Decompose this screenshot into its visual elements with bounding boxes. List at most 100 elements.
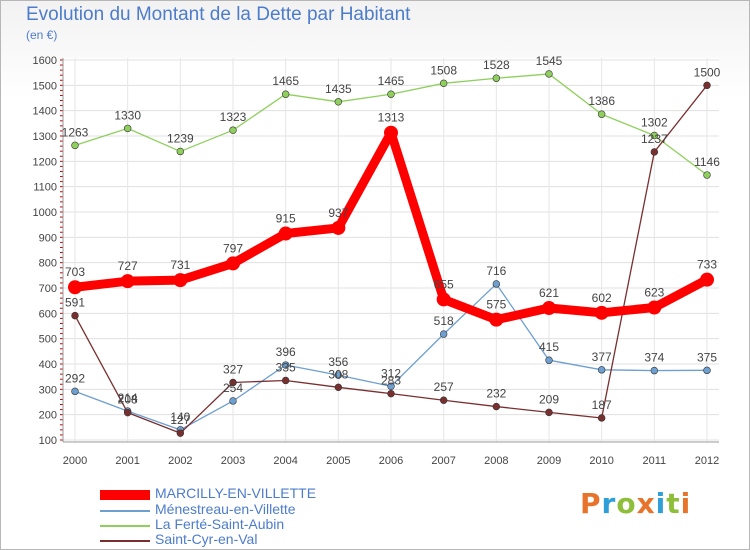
- logo-letter: i: [680, 487, 692, 520]
- series-point-2: [650, 131, 659, 140]
- series-point-3: [387, 389, 395, 398]
- x-tick-label: 2000: [63, 455, 87, 467]
- series-point-2: [387, 90, 395, 98]
- data-label-0: 731: [170, 258, 190, 272]
- legend-swatch-menestreau: [100, 510, 150, 512]
- data-label-1: 254: [223, 381, 243, 395]
- data-label-3: 187: [592, 398, 612, 412]
- data-label-3: 209: [539, 392, 559, 406]
- data-label-0: 623: [644, 286, 664, 300]
- logo-letter: x: [636, 487, 656, 520]
- y-tick-label: 1200: [33, 156, 57, 168]
- legend-swatch-saint-cyr: [100, 540, 150, 542]
- series-point-2: [439, 79, 448, 88]
- series-point-1: [703, 366, 711, 375]
- series-point-0: [436, 292, 451, 307]
- series-point-3: [492, 402, 501, 411]
- data-label-1: 375: [697, 350, 717, 364]
- x-tick-label: 2002: [168, 455, 192, 467]
- data-label-1: 214: [118, 391, 138, 405]
- data-label-1: 396: [276, 345, 296, 359]
- data-label-2: 1435: [325, 82, 352, 96]
- data-label-1: 518: [434, 314, 454, 328]
- series-point-2: [176, 147, 185, 156]
- data-label-2: 1330: [114, 108, 141, 122]
- series-point-2: [545, 70, 553, 78]
- legend-swatch-ferte: [100, 525, 150, 527]
- data-label-0: 655: [434, 277, 454, 291]
- series-point-0: [384, 125, 398, 140]
- line-chart: 100 200 300 400 500 600 700 800 900 1000 1100 1200 1…: [33, 54, 721, 467]
- data-label-1: 140: [170, 410, 190, 424]
- y-tick-label: 1600: [33, 55, 57, 67]
- data-label-2: 1545: [536, 54, 563, 68]
- series-point-0: [594, 305, 609, 320]
- logo-letter: t: [666, 487, 681, 520]
- x-tick-label: 2012: [695, 455, 719, 467]
- series-point-3: [176, 429, 185, 437]
- series-point-2: [597, 110, 606, 118]
- series-point-0: [331, 220, 346, 235]
- series-point-3: [650, 148, 659, 156]
- legend-swatch-marcilly: [100, 490, 150, 500]
- x-tick-label: 2004: [273, 455, 297, 467]
- y-tick-label: 1400: [33, 106, 57, 118]
- y-tick-label: 900: [39, 232, 57, 244]
- series-point-1: [334, 371, 343, 379]
- series-point-0: [542, 301, 556, 316]
- x-tick-label: 2009: [537, 455, 561, 467]
- series-point-0: [173, 273, 188, 288]
- proxiti-logo: Proxiti: [580, 487, 691, 520]
- chart-subtitle: (en €): [26, 28, 58, 42]
- data-label-3: 1237: [641, 132, 668, 146]
- data-label-3: 327: [223, 362, 243, 376]
- data-label-3: 127: [170, 413, 190, 427]
- x-tick-label: 2001: [115, 455, 139, 467]
- series-point-0: [68, 280, 82, 295]
- logo-letter: i: [655, 487, 667, 520]
- logo-letter: o: [616, 487, 637, 520]
- data-label-0: 727: [118, 259, 138, 273]
- series-point-1: [597, 366, 606, 374]
- x-tick-label: 2003: [221, 455, 245, 467]
- data-label-1: 356: [328, 355, 348, 369]
- data-label-0: 621: [539, 286, 559, 300]
- data-label-3: 591: [65, 296, 85, 310]
- series-point-2: [334, 98, 343, 106]
- data-label-1: 374: [644, 351, 664, 365]
- series-point-0: [647, 300, 662, 315]
- x-tick-label: 2010: [589, 455, 613, 467]
- legend-label-saint-cyr: Saint-Cyr-en-Val: [155, 531, 258, 547]
- data-label-0: 915: [276, 212, 296, 226]
- series-point-2: [703, 171, 711, 179]
- data-label-0: 937: [328, 206, 348, 220]
- series-point-3: [281, 376, 290, 385]
- logo-letter: P: [580, 487, 602, 520]
- series-point-3: [545, 408, 553, 417]
- legend-label-menestreau: Ménestreau-en-Villette: [155, 501, 296, 517]
- series-point-3: [71, 311, 79, 320]
- data-label-3: 335: [276, 360, 296, 374]
- data-label-0: 1313: [378, 111, 405, 125]
- x-tick-label: 2008: [484, 455, 508, 467]
- y-tick-label: 1000: [33, 207, 57, 219]
- data-label-2: 1508: [430, 63, 457, 77]
- x-tick-label: 2007: [431, 455, 455, 467]
- data-label-0: 797: [223, 241, 243, 255]
- series-point-3: [439, 396, 448, 404]
- x-tick-label: 2006: [379, 455, 403, 467]
- data-label-1: 716: [486, 264, 506, 278]
- series-point-1: [229, 397, 237, 405]
- data-label-3: 208: [118, 393, 138, 407]
- series-point-0: [700, 272, 714, 287]
- series-point-3: [703, 81, 711, 90]
- series-point-2: [492, 74, 501, 82]
- series-point-1: [492, 280, 501, 288]
- y-tick-label: 1300: [33, 131, 57, 143]
- data-label-2: 1263: [62, 125, 89, 139]
- data-label-2: 1146: [694, 155, 720, 169]
- data-label-0: 575: [486, 298, 506, 312]
- series-point-3: [123, 408, 132, 417]
- y-tick-label: 100: [39, 435, 57, 447]
- series-point-1: [387, 382, 395, 390]
